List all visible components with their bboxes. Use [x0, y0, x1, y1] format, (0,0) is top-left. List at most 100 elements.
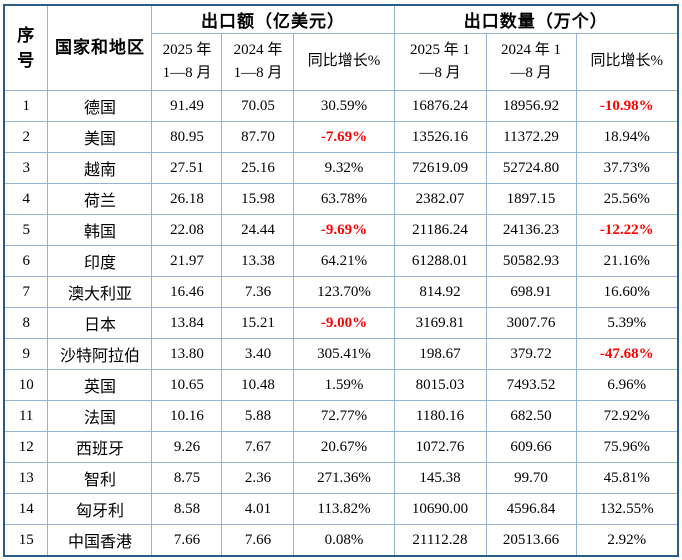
cell-vgrowth: 113.82% [293, 493, 395, 525]
cell-v2025: 80.95 [151, 121, 223, 153]
cell-q2025: 61288.01 [393, 245, 487, 277]
header-group-export-quantity: 出口数量（万个） [393, 4, 679, 34]
cell-vgrowth: 63.78% [293, 183, 395, 215]
cell-v2024: 15.21 [221, 307, 295, 339]
cell-q2024: 4596.84 [485, 493, 577, 525]
header-qty-2025: 2025 年 1 —8 月 [393, 33, 487, 91]
cell-v2024: 7.66 [221, 524, 295, 557]
cell-q2025: 72619.09 [393, 152, 487, 184]
cell-no: 12 [3, 431, 49, 463]
cell-v2024: 87.70 [221, 121, 295, 153]
cell-country: 法国 [47, 400, 153, 432]
table-row: 7 澳大利亚 16.46 7.36 123.70% 814.92 698.91 16.60% [3, 276, 679, 308]
cell-q2025: 21186.24 [393, 214, 487, 246]
cell-no: 13 [3, 462, 49, 494]
cell-country: 韩国 [47, 214, 153, 246]
cell-q2025: 814.92 [393, 276, 487, 308]
cell-q2024: 50582.93 [485, 245, 577, 277]
cell-qgrowth: 18.94% [575, 121, 679, 153]
cell-q2025: 145.38 [393, 462, 487, 494]
cell-country: 德国 [47, 90, 153, 122]
cell-country: 西班牙 [47, 431, 153, 463]
cell-v2024: 10.48 [221, 369, 295, 401]
cell-q2025: 10690.00 [393, 493, 487, 525]
cell-no: 1 [3, 90, 49, 122]
table-row: 5 韩国 22.08 24.44 -9.69% 21186.24 24136.23 -12.2… [3, 214, 679, 246]
table-row: 1 德国 91.49 70.05 30.59% 16876.24 18956.92 -10.9… [3, 90, 679, 122]
cell-v2024: 70.05 [221, 90, 295, 122]
header-qty-2024: 2024 年 1 —8 月 [485, 33, 577, 91]
cell-vgrowth: -7.69% [293, 121, 395, 153]
table-header: 序 号 国家和地区 出口额（亿美元） 出口数量（万个） 2025 年 1—8 月… [3, 4, 679, 91]
cell-v2024: 3.40 [221, 338, 295, 370]
cell-no: 3 [3, 152, 49, 184]
cell-country: 沙特阿拉伯 [47, 338, 153, 370]
cell-qgrowth: 21.16% [575, 245, 679, 277]
cell-v2025: 7.66 [151, 524, 223, 557]
cell-qgrowth: -10.98% [575, 90, 679, 122]
cell-v2025: 8.58 [151, 493, 223, 525]
cell-q2024: 1897.15 [485, 183, 577, 215]
cell-q2024: 682.50 [485, 400, 577, 432]
cell-v2025: 8.75 [151, 462, 223, 494]
table-row: 10 英国 10.65 10.48 1.59% 8015.03 7493.52 6.96% [3, 369, 679, 401]
cell-vgrowth: 9.32% [293, 152, 395, 184]
cell-q2024: 24136.23 [485, 214, 577, 246]
cell-no: 4 [3, 183, 49, 215]
cell-country: 日本 [47, 307, 153, 339]
cell-vgrowth: 64.21% [293, 245, 395, 277]
table-row: 13 智利 8.75 2.36 271.36% 145.38 99.70 45.81% [3, 462, 679, 494]
cell-v2024: 5.88 [221, 400, 295, 432]
cell-q2024: 609.66 [485, 431, 577, 463]
header-group-export-value: 出口额（亿美元） [151, 4, 395, 34]
cell-vgrowth: -9.69% [293, 214, 395, 246]
table-row: 3 越南 27.51 25.16 9.32% 72619.09 52724.80 37.73% [3, 152, 679, 184]
export-statistics-table: 序 号 国家和地区 出口额（亿美元） 出口数量（万个） 2025 年 1—8 月… [2, 4, 680, 557]
cell-country: 印度 [47, 245, 153, 277]
header-value-growth: 同比增长% [293, 33, 395, 91]
cell-vgrowth: 30.59% [293, 90, 395, 122]
cell-qgrowth: 5.39% [575, 307, 679, 339]
table-row: 2 美国 80.95 87.70 -7.69% 13526.16 11372.29 18.94… [3, 121, 679, 153]
cell-no: 7 [3, 276, 49, 308]
cell-country: 澳大利亚 [47, 276, 153, 308]
cell-no: 10 [3, 369, 49, 401]
cell-v2025: 26.18 [151, 183, 223, 215]
cell-v2024: 24.44 [221, 214, 295, 246]
cell-qgrowth: 75.96% [575, 431, 679, 463]
cell-q2025: 3169.81 [393, 307, 487, 339]
cell-no: 11 [3, 400, 49, 432]
cell-v2025: 21.97 [151, 245, 223, 277]
table-row: 9 沙特阿拉伯 13.80 3.40 305.41% 198.67 379.72 -47.68… [3, 338, 679, 370]
cell-v2024: 7.36 [221, 276, 295, 308]
cell-v2025: 10.16 [151, 400, 223, 432]
table-row: 4 荷兰 26.18 15.98 63.78% 2382.07 1897.15 25.56% [3, 183, 679, 215]
cell-q2025: 1180.16 [393, 400, 487, 432]
cell-qgrowth: -12.22% [575, 214, 679, 246]
cell-q2024: 52724.80 [485, 152, 577, 184]
cell-q2024: 11372.29 [485, 121, 577, 153]
header-serial: 序 号 [3, 4, 49, 91]
cell-v2024: 2.36 [221, 462, 295, 494]
cell-q2024: 379.72 [485, 338, 577, 370]
cell-no: 5 [3, 214, 49, 246]
cell-q2024: 3007.76 [485, 307, 577, 339]
cell-q2024: 7493.52 [485, 369, 577, 401]
cell-qgrowth: 2.92% [575, 524, 679, 557]
cell-qgrowth: 72.92% [575, 400, 679, 432]
cell-v2025: 9.26 [151, 431, 223, 463]
cell-v2024: 4.01 [221, 493, 295, 525]
cell-no: 9 [3, 338, 49, 370]
cell-q2025: 1072.76 [393, 431, 487, 463]
cell-v2025: 16.46 [151, 276, 223, 308]
cell-q2025: 8015.03 [393, 369, 487, 401]
cell-no: 15 [3, 524, 49, 557]
cell-qgrowth: 37.73% [575, 152, 679, 184]
cell-q2025: 21112.28 [393, 524, 487, 557]
cell-q2024: 99.70 [485, 462, 577, 494]
cell-q2024: 698.91 [485, 276, 577, 308]
table-row: 15 中国香港 7.66 7.66 0.08% 21112.28 20513.66 2.92% [3, 524, 679, 557]
cell-vgrowth: 20.67% [293, 431, 395, 463]
cell-country: 美国 [47, 121, 153, 153]
cell-v2025: 91.49 [151, 90, 223, 122]
